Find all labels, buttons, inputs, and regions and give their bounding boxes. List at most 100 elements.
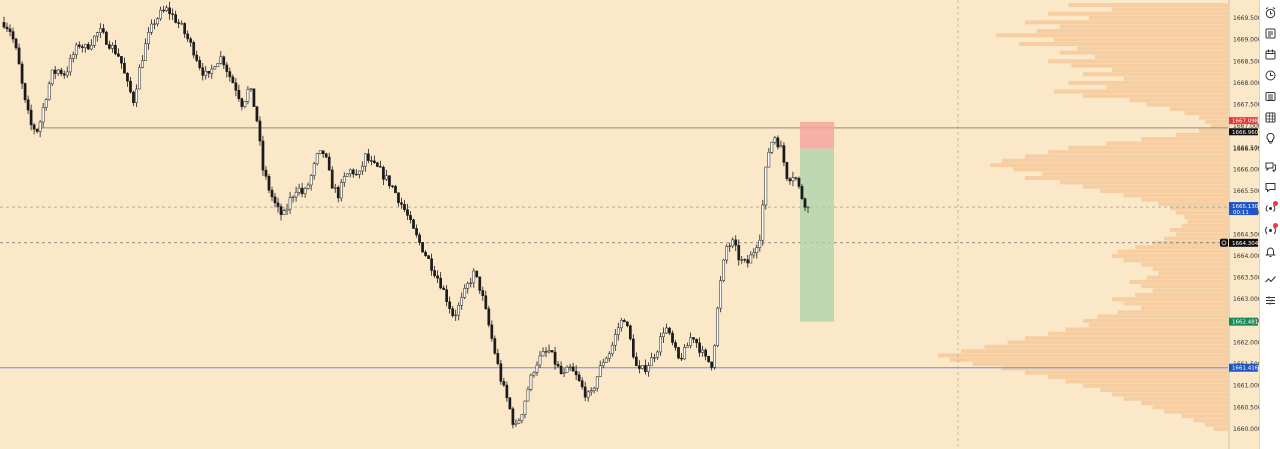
alarm-clock-button[interactable] [1262,4,1279,21]
candle-body [538,355,542,366]
comment-button[interactable] [1262,179,1279,196]
volume-profile-bar [1083,383,1228,388]
volume-profile-bar [984,344,1228,349]
candle-body [348,169,352,175]
candle-body [92,35,96,46]
candle-body [17,47,21,65]
candle-body [472,270,476,284]
trend-button[interactable] [1262,271,1279,288]
candle-body [186,33,190,40]
broadcast-button[interactable] [1262,200,1279,217]
candle-body [550,350,554,353]
candle-body [589,390,593,393]
candle-body [207,70,211,74]
candle-body [11,31,15,40]
short-position-stop-zone[interactable] [800,121,834,149]
calendar-button[interactable] [1262,46,1279,63]
volume-profile-bar [1025,154,1228,159]
candle-body [698,342,701,353]
candle-body [722,259,726,281]
news-button[interactable] [1262,88,1279,105]
volume-profile-bar [1007,340,1228,345]
streams-button[interactable] [1262,222,1279,239]
candle-body [556,364,560,367]
candle-body [782,145,786,163]
candle-body [752,252,756,256]
candle-body [363,153,367,167]
data-window-button[interactable] [1262,109,1279,126]
settings-list-button[interactable] [1262,292,1279,309]
crosshair-price-tag: 1664.304 [1220,238,1259,247]
clock-button[interactable] [1262,67,1279,84]
candle-body [354,173,358,176]
candle-body [150,23,153,33]
watchlist-button[interactable] [1262,25,1279,42]
candle-body [677,347,680,359]
candle-body [201,67,205,76]
idea-icon [1266,132,1275,144]
volume-profile-bar [1019,41,1228,46]
candle-body [656,351,659,358]
volume-profile-bar [949,357,1228,362]
candle-body [135,88,138,103]
candle-body [243,101,247,107]
volume-profile-bar [1175,132,1228,137]
notification-dot [1273,223,1278,228]
price-tick-label: 1666.500 [1233,145,1262,152]
candle-body [526,389,530,402]
volume-profile-bar [1135,292,1228,297]
candle-body [189,38,193,43]
bell-button[interactable] [1262,243,1279,260]
candle-body [126,72,129,82]
candle-body [523,400,527,415]
volume-profile-bar [1068,80,1228,85]
candle-body [728,245,732,248]
volume-profile-bar [1048,375,1228,380]
volume-profile-bar [1065,327,1228,332]
volume-profile-bar [1129,98,1228,103]
candle-body [433,270,436,277]
candle-body [327,156,331,171]
candle-body [234,82,238,91]
candle-body [692,337,695,340]
candle-body [321,150,325,155]
candle-body [779,145,783,148]
price-tick-label: 1663.000 [1233,296,1262,303]
candle-body [653,357,656,359]
crosshair-price-label: 1664.304 [1232,241,1259,247]
candle-body [129,80,132,93]
crosshair-plus-button[interactable] [1220,238,1228,247]
candle-body [577,374,581,381]
volume-profile-bar [1083,318,1228,323]
candle-body [38,121,42,132]
price-tick-label: 1668.500 [1233,58,1262,65]
candlestick-series [2,1,810,429]
candle-body [532,372,536,376]
candle-body [469,282,473,284]
candle-body [159,9,162,19]
candle-body [716,307,720,346]
volume-profile-bar [1193,418,1228,423]
candle-body [246,89,250,102]
short-position-target-zone[interactable] [800,148,834,322]
volume-profile-bar [1146,275,1228,280]
candle-body [610,344,614,355]
candle-body [448,301,452,309]
idea-button[interactable] [1262,130,1279,147]
candle-body [14,38,18,49]
candle-body [568,366,572,368]
candle-body [665,327,668,334]
candle-body [400,202,403,205]
candle-body [800,186,804,199]
candle-body [767,151,771,168]
volume-profile-bar [1210,124,1228,129]
settings-list-icon [1266,296,1275,305]
candle-body [138,67,141,90]
volume-profile-bar [1184,111,1228,116]
candle-body [342,176,346,183]
candle-body [171,13,174,15]
volume-profile-bar [990,163,1228,168]
volume-profile-bar [1158,202,1228,207]
chat-button[interactable] [1262,158,1279,175]
